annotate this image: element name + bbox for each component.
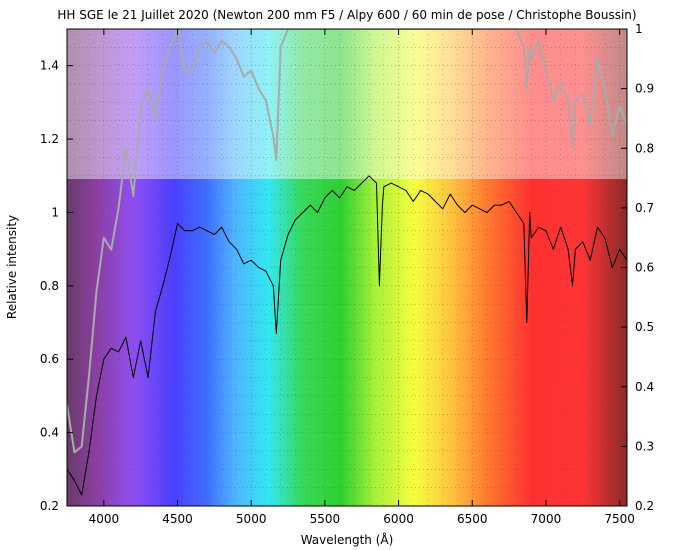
y-tick-label: 0.6 (40, 352, 59, 366)
x-axis: 4000 4500 5000 5500 6000 6500 7000 7500 (89, 29, 635, 526)
x-tick-label: 6500 (457, 512, 488, 526)
y2-tick-label: 1 (635, 22, 643, 36)
series-line-gray (67, 29, 627, 454)
x-tick-label: 4500 (162, 512, 193, 526)
series-layer (67, 29, 627, 496)
x-tick-label: 7500 (604, 512, 635, 526)
x-tick-label: 4000 (89, 512, 120, 526)
y-tick-label: 1 (51, 205, 59, 219)
y2-tick-label: 0.7 (635, 201, 654, 215)
x-tick-label: 5000 (236, 512, 267, 526)
y2-tick-label: 0.4 (635, 380, 654, 394)
series-line-black (67, 175, 627, 496)
x-tick-label: 7000 (531, 512, 562, 526)
x-tick-label: 5500 (310, 512, 341, 526)
grid (67, 29, 627, 506)
y-axis-left: 0.2 0.4 0.6 0.8 1 1.2 1.4 (40, 59, 73, 513)
y-tick-label: 1.2 (40, 132, 59, 146)
y-tick-label: 0.4 (40, 426, 59, 440)
x-tick-label: 6000 (383, 512, 414, 526)
y2-tick-label: 0.2 (635, 499, 654, 513)
y2-tick-label: 0.6 (635, 261, 654, 275)
y-axis-label: Relative intensity (5, 215, 19, 319)
x-axis-label: Wavelength (Å) (301, 532, 394, 547)
y-tick-label: 1.4 (40, 59, 59, 73)
y-tick-label: 0.8 (40, 279, 59, 293)
y2-tick-label: 0.8 (635, 141, 654, 155)
chart-title: HH SGE le 21 Juillet 2020 (Newton 200 mm… (57, 8, 636, 22)
y-tick-label: 0.2 (40, 499, 59, 513)
y2-tick-label: 0.9 (635, 82, 654, 96)
y2-tick-label: 0.3 (635, 439, 654, 453)
y2-tick-label: 0.5 (635, 320, 654, 334)
y-axis-right: 0.2 0.3 0.4 0.5 0.6 0.7 0.8 0.9 1 (621, 22, 654, 513)
